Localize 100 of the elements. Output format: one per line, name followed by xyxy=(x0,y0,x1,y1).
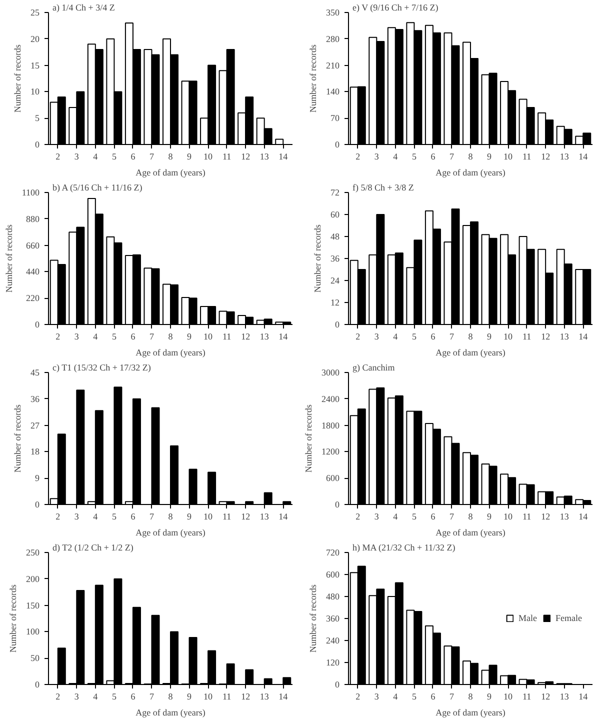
y-tick-label: 660 xyxy=(26,240,40,250)
x-tick-label: 2 xyxy=(356,512,360,522)
x-tick-label: 2 xyxy=(56,512,60,522)
y-tick-label: 0 xyxy=(35,320,40,330)
x-tick-label: 12 xyxy=(541,152,550,162)
x-tick-label: 8 xyxy=(468,332,474,342)
y-tick-label: 0 xyxy=(35,140,40,150)
y-tick-label: 1800 xyxy=(322,420,340,430)
y-tick-label: 0 xyxy=(35,680,40,690)
x-tick-label: 5 xyxy=(412,332,417,342)
x-tick-label: 11 xyxy=(222,692,232,702)
x-tick-label: 3 xyxy=(74,512,80,522)
y-axis-title: Number of records xyxy=(304,404,314,472)
x-tick-label: 6 xyxy=(430,332,436,342)
x-tick-label: 8 xyxy=(168,512,174,522)
y-axis-title: Number of records xyxy=(4,224,14,292)
x-tick-label: 10 xyxy=(204,332,214,342)
x-tick-label: 10 xyxy=(504,692,514,702)
y-tick-label: 10 xyxy=(30,86,40,97)
x-tick-label: 6 xyxy=(430,692,436,702)
x-tick-label: 3 xyxy=(374,152,380,162)
chart-title: c) T1 (15/32 Ch + 17/32 Z) xyxy=(52,362,151,372)
x-axis-title: Age of dam (years) xyxy=(136,348,206,358)
legend-label: Male xyxy=(518,613,538,623)
x-tick-label: 3 xyxy=(374,692,380,702)
x-axis-title: Age of dam (years) xyxy=(436,168,506,178)
y-tick-label: 150 xyxy=(26,600,40,610)
y-axis-title: Number of records xyxy=(12,44,22,112)
x-tick-label: 8 xyxy=(468,692,474,702)
x-tick-label: 14 xyxy=(578,692,588,702)
x-tick-label: 2 xyxy=(56,332,60,342)
x-axis-title: Age of dam (years) xyxy=(436,348,506,358)
chart-title: d) T2 (1/2 Ch + 1/2 Z) xyxy=(52,542,134,552)
x-tick-label: 7 xyxy=(449,152,454,162)
chart-title: h) MA (21/32 Ch + 11/32 Z) xyxy=(352,542,456,552)
y-tick-label: 220 xyxy=(26,293,40,304)
x-tick-label: 3 xyxy=(74,152,80,162)
x-tick-label: 7 xyxy=(449,692,454,702)
x-tick-label: 10 xyxy=(504,332,514,342)
y-tick-label: 50 xyxy=(30,653,40,664)
x-axis-title: Age of dam (years) xyxy=(436,708,506,718)
x-tick-label: 8 xyxy=(468,512,474,522)
y-tick-label: 2400 xyxy=(322,394,340,404)
y-tick-label: 9 xyxy=(35,473,40,484)
y-tick-label: 36 xyxy=(330,254,340,264)
x-tick-label: 5 xyxy=(112,512,117,522)
x-tick-label: 4 xyxy=(93,512,98,522)
x-tick-label: 10 xyxy=(504,512,514,522)
x-tick-label: 13 xyxy=(560,512,570,522)
x-tick-label: 4 xyxy=(93,692,98,702)
x-tick-label: 9 xyxy=(187,692,192,702)
y-tick-label: 0 xyxy=(335,680,340,690)
x-tick-label: 14 xyxy=(578,152,588,162)
x-tick-label: 4 xyxy=(393,152,398,162)
y-tick-label: 250 xyxy=(26,548,40,558)
x-tick-label: 2 xyxy=(56,152,60,162)
y-tick-label: 72 xyxy=(330,188,340,198)
y-tick-label: 100 xyxy=(26,626,40,637)
x-tick-label: 11 xyxy=(222,512,232,522)
x-tick-label: 2 xyxy=(56,692,60,702)
x-tick-label: 12 xyxy=(541,332,550,342)
y-tick-label: 440 xyxy=(26,266,40,277)
x-tick-label: 3 xyxy=(374,332,380,342)
x-tick-label: 14 xyxy=(278,332,288,342)
x-tick-label: 14 xyxy=(278,512,288,522)
x-tick-label: 13 xyxy=(560,152,570,162)
x-tick-label: 10 xyxy=(204,692,214,702)
x-tick-label: 2 xyxy=(356,152,360,162)
x-tick-label: 13 xyxy=(260,512,270,522)
x-tick-label: 13 xyxy=(560,332,570,342)
y-tick-label: 1100 xyxy=(22,188,40,198)
x-tick-label: 11 xyxy=(522,692,532,702)
x-tick-label: 14 xyxy=(278,692,288,702)
x-tick-label: 5 xyxy=(412,512,417,522)
x-tick-label: 4 xyxy=(393,512,398,522)
y-axis-title: Number of records xyxy=(308,44,318,112)
y-tick-label: 360 xyxy=(326,614,340,624)
y-tick-label: 70 xyxy=(330,113,340,124)
y-tick-label: 27 xyxy=(30,420,40,430)
y-tick-label: 200 xyxy=(26,574,40,584)
x-tick-label: 9 xyxy=(187,512,192,522)
x-tick-label: 6 xyxy=(130,692,136,702)
x-tick-label: 4 xyxy=(93,152,98,162)
x-tick-label: 6 xyxy=(130,332,136,342)
y-tick-label: 0 xyxy=(335,500,340,510)
x-tick-label: 9 xyxy=(487,332,492,342)
x-tick-label: 14 xyxy=(578,332,588,342)
x-tick-label: 7 xyxy=(449,512,454,522)
x-tick-label: 7 xyxy=(149,332,154,342)
x-tick-label: 2 xyxy=(356,332,360,342)
x-tick-label: 14 xyxy=(278,152,288,162)
y-tick-label: 5 xyxy=(35,113,40,124)
x-tick-label: 10 xyxy=(204,512,214,522)
y-axis-title: Number of records xyxy=(312,224,322,292)
y-tick-label: 36 xyxy=(30,394,40,404)
y-tick-label: 210 xyxy=(326,60,340,70)
x-tick-label: 3 xyxy=(74,332,80,342)
y-tick-label: 350 xyxy=(326,8,340,18)
y-tick-label: 0 xyxy=(335,320,340,330)
x-tick-label: 4 xyxy=(393,332,398,342)
